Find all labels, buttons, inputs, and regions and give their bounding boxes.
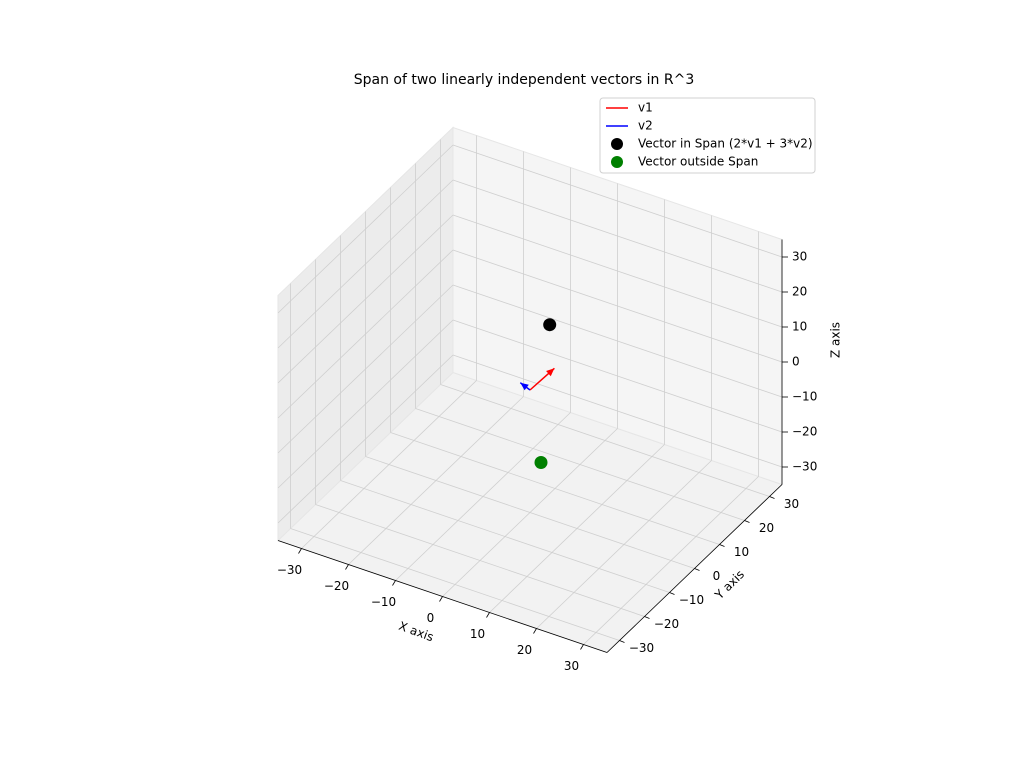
y-tick (619, 640, 625, 643)
grid-line (452, 319, 783, 433)
x-tick (486, 612, 490, 618)
x-tick (392, 580, 396, 586)
y-tick (744, 520, 750, 523)
grid-line (277, 179, 454, 349)
legend-swatch (611, 156, 623, 168)
x-tick-label: −20 (324, 579, 349, 593)
grid-line (290, 528, 620, 641)
z-axis-label: Z axis (829, 322, 843, 358)
y-tick-label: 20 (759, 521, 774, 535)
vector-arrow (519, 382, 531, 391)
y-tick-label: −30 (629, 641, 654, 655)
y-tick (669, 592, 675, 595)
x-tick-label: 30 (564, 659, 579, 673)
grid-line (415, 408, 745, 521)
y-tick (694, 568, 700, 571)
grid-line (340, 480, 670, 593)
grid-line (277, 214, 454, 384)
z-tick-label: 10 (792, 320, 807, 334)
grid-line (277, 249, 454, 419)
z-tick-label: −10 (792, 390, 817, 404)
y-tick-label: −10 (679, 593, 704, 607)
x-tick-label: 20 (517, 643, 532, 657)
grid-line (440, 384, 770, 497)
vector-arrow (529, 367, 555, 391)
grid-line (277, 284, 454, 454)
x-tick (580, 644, 584, 650)
y-tick-label: 10 (734, 545, 749, 559)
legend-label: Vector outside Span (638, 155, 758, 169)
grid-line (277, 354, 454, 524)
z-tick-label: 20 (792, 285, 807, 299)
x-tick-label: −10 (371, 595, 396, 609)
grid-line (277, 144, 454, 314)
y-tick-label: 30 (784, 497, 799, 511)
y-tick-label: 0 (713, 569, 721, 583)
grid-line (452, 144, 783, 258)
legend-label: v1 (638, 101, 653, 115)
legend-label: v2 (638, 119, 653, 133)
grid-line (452, 354, 783, 468)
grid-line (452, 214, 783, 328)
y-tick (769, 496, 775, 499)
grid-line (452, 179, 783, 293)
x-tick (533, 628, 537, 634)
legend-box (599, 97, 816, 174)
arrow-head (520, 382, 529, 391)
x-tick-label: −30 (277, 563, 302, 577)
y-tick (644, 616, 650, 619)
z-tick-label: −30 (792, 460, 817, 474)
data-point (543, 318, 557, 332)
data-point (534, 456, 548, 469)
chart-title: Span of two linearly independent vectors… (354, 72, 694, 88)
x-tick (439, 596, 443, 602)
grid-line (277, 319, 454, 489)
legend-swatch (611, 138, 623, 150)
x-tick (298, 548, 302, 554)
legend-label: Vector in Span (2*v1 + 3*v2) (638, 137, 813, 151)
y-tick (719, 544, 725, 547)
z-tick-label: 30 (792, 250, 807, 264)
grid-line (452, 249, 783, 363)
grid-line (365, 456, 695, 569)
x-tick-label: 10 (470, 627, 485, 641)
y-tick-label: −20 (654, 617, 679, 631)
grid-line (315, 504, 645, 617)
arrow-head (546, 368, 555, 377)
x-tick (345, 564, 349, 570)
grid-line (452, 284, 783, 398)
grid-line (390, 432, 720, 545)
z-tick-label: −20 (792, 425, 817, 439)
z-tick-label: 0 (792, 355, 800, 369)
x-tick-label: 0 (427, 611, 435, 625)
